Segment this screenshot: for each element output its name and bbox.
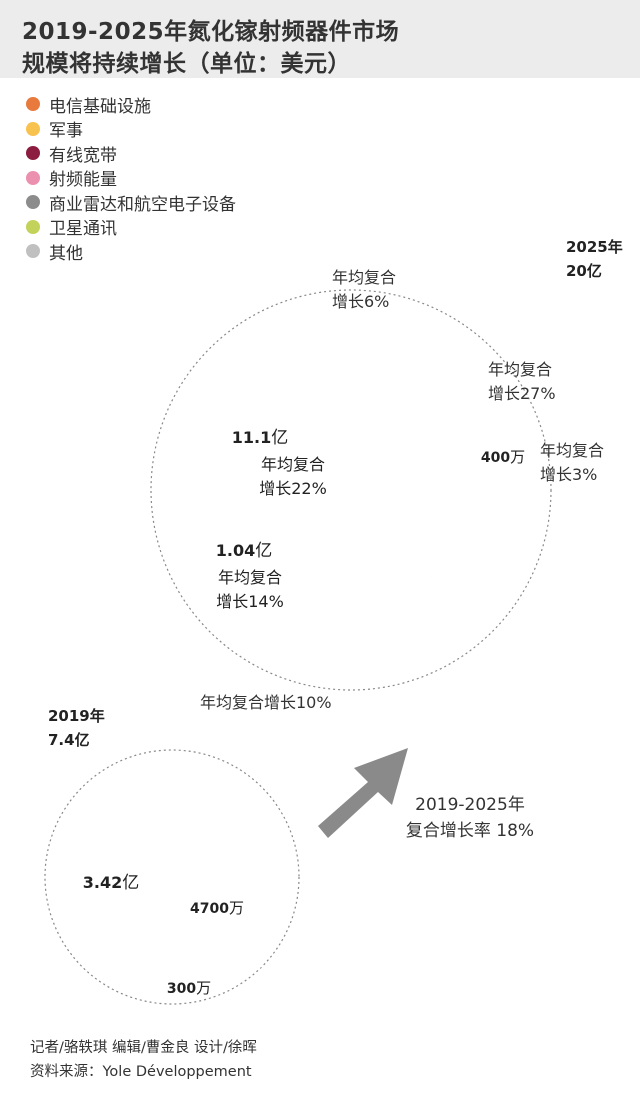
cagr-label-2025-telecom: 年均复合: [415, 555, 479, 574]
boundary-2025: [150, 289, 552, 691]
cagr-label-2025-other: 年均复合: [540, 441, 604, 460]
cagr-label-2025-rf_energy: 增长27%: [488, 384, 556, 403]
growth-arrow: [318, 748, 408, 838]
legend-item-telecom: 电信基础设施: [26, 92, 236, 117]
legend-dot-other: [26, 244, 40, 259]
growth-note-rate: 复合增长率 18%: [406, 821, 534, 841]
legend-item-military: 军事: [26, 117, 236, 142]
growth-note-period: 2019-2025年: [415, 795, 525, 815]
value-label-2019-telecom: 3.18亿: [160, 809, 216, 829]
legend-label-military: 军事: [49, 121, 83, 142]
chart-panel: [0, 78, 640, 1093]
legend-dot-satellite: [26, 219, 40, 234]
value-label-2025-military: 11.1亿: [232, 428, 288, 448]
legend-dot-telecom: [26, 97, 40, 112]
legend-item-satellite: 卫星通讯: [26, 215, 236, 240]
cagr-label-2025-other: 增长3%: [540, 465, 597, 484]
cagr-label-2025-military: 年均复合: [261, 455, 325, 474]
credits-line: 记者/骆轶琪 编辑/曹金良 设计/徐晖: [30, 1040, 257, 1056]
legend-label-cable: 有线宽带: [49, 145, 117, 166]
year-label-2019: 2019年: [48, 707, 105, 725]
total-label-2019: 7.4亿: [48, 731, 90, 749]
value-label-2025-telecom: 7.31亿: [385, 529, 441, 549]
legend: 电信基础设施 军事 有线宽带 射频能量 商业雷达和航空电子设备 卫星通讯 其他: [26, 92, 236, 264]
legend-label-radar: 商业雷达和航空电子设备: [49, 194, 236, 215]
legend-item-radar: 商业雷达和航空电子设备: [26, 190, 236, 215]
legend-dot-military: [26, 121, 40, 136]
cagr-label-2025-radar: 年均复合增长10%: [200, 693, 332, 712]
legend-label-rf-energy: 射频能量: [49, 170, 117, 191]
value-label-2025-rf_energy: 2000万: [420, 390, 474, 408]
source-line: 资料来源：Yole Développement: [30, 1064, 252, 1080]
cagr-label-2025-cable: 年均复合: [332, 268, 396, 287]
cagr-label-2025-satellite: 年均复合: [218, 568, 282, 587]
value-label-2019-other: 300万: [167, 979, 211, 997]
legend-item-other: 其他: [26, 239, 236, 264]
value-label-2019-cable: 1500万: [243, 854, 297, 872]
cagr-label-2025-telecom: 增长15%: [413, 579, 481, 598]
value-label-2025-other: 400万: [481, 448, 525, 466]
cagr-label-2025-rf_energy: 年均复合: [488, 360, 552, 379]
legend-label-telecom: 电信基础设施: [49, 96, 151, 117]
legend-item-cable: 有线宽带: [26, 141, 236, 166]
boundary-2019: [44, 749, 300, 1005]
value-label-2025-radar: 1700万: [291, 649, 345, 667]
chart-title-line1: 2019-2025年氮化镓射频器件市场: [22, 19, 400, 45]
legend-label-satellite: 卫星通讯: [49, 219, 117, 240]
chart-title-line2: 规模将持续增长（单位：美元）: [22, 51, 351, 77]
cagr-label-2025-satellite: 增长14%: [216, 592, 284, 611]
value-label-2025-satellite: 1.04亿: [216, 541, 272, 561]
legend-dot-radar: [26, 195, 40, 210]
value-label-2025-cable: 2200万: [342, 344, 396, 362]
value-label-2019-radar: 900万: [91, 950, 135, 968]
legend-dot-rf-energy: [26, 170, 40, 185]
cagr-label-2025-military: 增长22%: [259, 479, 327, 498]
year-label-2025: 2025年: [566, 238, 623, 256]
legend-item-rf-energy: 射频能量: [26, 166, 236, 191]
total-label-2025: 20亿: [566, 262, 602, 280]
value-label-2019-satellite: 4700万: [190, 899, 244, 917]
legend-dot-cable: [26, 146, 40, 161]
legend-label-other: 其他: [49, 243, 83, 264]
value-label-2019-military: 3.42亿: [83, 873, 139, 893]
cagr-label-2025-cable: 增长6%: [332, 292, 389, 311]
value-label-2019-rf_energy: 500万: [221, 952, 265, 970]
